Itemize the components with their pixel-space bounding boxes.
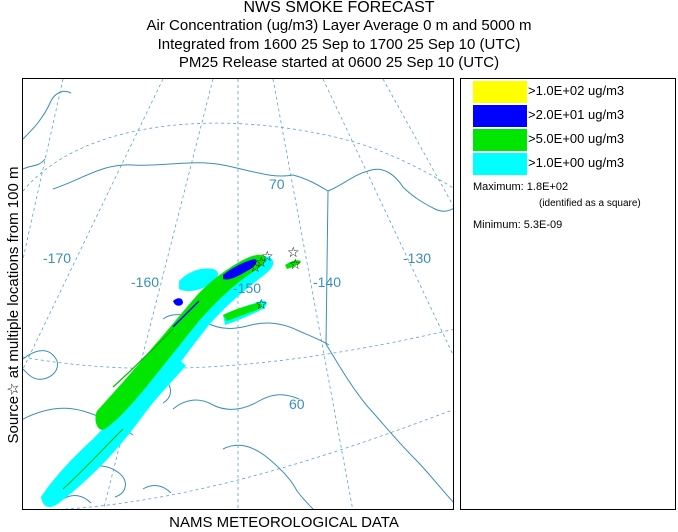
map-subtitle-integration: Integrated from 1600 25 Sep to 1700 25 S… xyxy=(157,36,521,53)
plume-green-east xyxy=(285,260,301,269)
label-lat-70: 70 xyxy=(269,176,285,192)
us-canada-border xyxy=(325,190,329,345)
legend-label-2: >2.0E+01 ug/m3 xyxy=(528,107,625,122)
legend-swatch-yellow xyxy=(473,81,527,103)
legend-label-4: >1.0E+00 ug/m3 xyxy=(528,155,625,170)
source-star-2: ☆ xyxy=(255,255,268,271)
footer-data-source: NAMS METEOROLOGICAL DATA xyxy=(169,514,399,531)
smoke-map: ☆ ☆ ☆ ☆ ☆ ☆ -170 -160 -150 -140 -130 70 … xyxy=(23,79,453,509)
legend-max-note: (identified as a square) xyxy=(539,198,641,209)
source-markers: ☆ ☆ ☆ ☆ ☆ ☆ xyxy=(249,245,302,313)
legend-swatch-cyan xyxy=(473,153,527,175)
meridian-160 xyxy=(103,79,214,509)
legend-item: >2.0E+01 ug/m3 xyxy=(473,105,673,127)
source-star-4: ☆ xyxy=(287,245,300,261)
plume-green-main xyxy=(95,254,266,430)
legend-item: >1.0E+00 ug/m3 xyxy=(473,153,673,175)
parallel-70 xyxy=(23,122,453,192)
label-lat-60: 60 xyxy=(289,396,305,412)
plume-contour-1 xyxy=(112,328,174,388)
legend-item: >1.0E+02 ug/m3 xyxy=(473,81,673,103)
source-star-6: ☆ xyxy=(255,297,268,313)
legend-label-1: >1.0E+02 ug/m3 xyxy=(528,83,625,98)
label-lon-130: -130 xyxy=(403,250,431,266)
source-side-label: Source☆ at multiple locations from 100 m xyxy=(4,167,22,444)
legend-item: >5.0E+00 ug/m3 xyxy=(473,129,673,151)
source-star-3: ☆ xyxy=(261,249,274,265)
parallel-60 xyxy=(23,329,453,369)
plume-contour-2 xyxy=(62,428,124,490)
plume-blue-north xyxy=(223,259,257,280)
plume-cyan-main xyxy=(41,256,274,507)
legend-label-3: >5.0E+00 ug/m3 xyxy=(528,131,625,146)
smoke-plume xyxy=(41,254,301,507)
plume-green-south xyxy=(223,303,262,321)
plume-cyan-streak xyxy=(139,360,187,412)
meridian-180 xyxy=(23,79,64,260)
plume-blue-streak xyxy=(172,300,200,328)
legend-swatch-green xyxy=(473,129,527,151)
legend-maximum: Maximum: 1.8E+02 xyxy=(473,181,569,193)
meridian-130 xyxy=(322,79,453,356)
legend-panel: >1.0E+02 ug/m3 >2.0E+01 ug/m3 >5.0E+00 u… xyxy=(460,78,676,510)
plume-blue-patch xyxy=(173,298,183,306)
source-side-label-text: Source☆ at multiple locations from 100 m xyxy=(5,166,22,444)
legend-swatch-blue xyxy=(473,105,527,127)
meridian-140 xyxy=(272,79,354,509)
map-subtitle-concentration: Air Concentration (ug/m3) Layer Average … xyxy=(146,17,532,34)
map-panel[interactable]: ☆ ☆ ☆ ☆ ☆ ☆ -170 -160 -150 -140 -130 70 … xyxy=(22,78,454,510)
label-lon-170: -170 xyxy=(43,250,71,266)
source-star-5: ☆ xyxy=(289,257,302,273)
label-lon-140: -140 xyxy=(313,274,341,290)
label-lon-150: -150 xyxy=(233,280,261,296)
label-lon-160: -160 xyxy=(131,274,159,290)
meridian-120 xyxy=(382,79,453,207)
legend-minimum: Minimum: 5.3E-09 xyxy=(473,219,563,231)
parallel-50 xyxy=(62,409,453,509)
map-subtitle-release: PM25 Release started at 0600 25 Sep 10 (… xyxy=(178,54,500,71)
meridian-170 xyxy=(23,79,164,370)
map-title: NWS SMOKE FORECAST xyxy=(243,0,435,16)
source-star-1: ☆ xyxy=(249,260,262,276)
